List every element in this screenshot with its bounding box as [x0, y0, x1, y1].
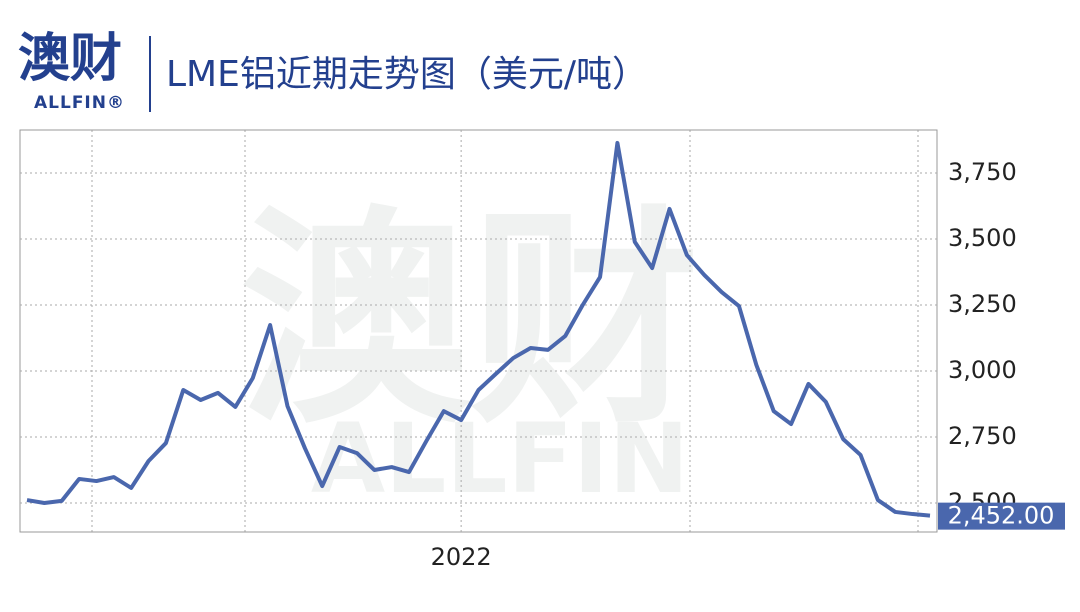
y-tick-label: 3,000 — [948, 356, 1017, 384]
x-grid — [91, 130, 919, 532]
logo-sub: ALLFIN® — [34, 93, 125, 113]
chart-title: LME铝近期走势图（美元/吨） — [166, 54, 648, 95]
y-tick-label: 3,750 — [948, 158, 1017, 186]
y-tick-label: 3,250 — [948, 290, 1017, 318]
line — [26, 140, 931, 518]
y-tick-label: 3,500 — [948, 224, 1017, 252]
watermark-sub: ALLFIN — [311, 403, 689, 515]
logo: 澳财 — [18, 29, 122, 89]
value-label: 2,452.00 — [948, 502, 1055, 530]
watermark: 澳财 — [240, 188, 700, 455]
plot-frame — [19, 129, 938, 533]
y-tick-label: 2,750 — [948, 422, 1017, 450]
x-tick-label: 2022 — [431, 543, 492, 571]
value-label-box — [938, 502, 1065, 530]
